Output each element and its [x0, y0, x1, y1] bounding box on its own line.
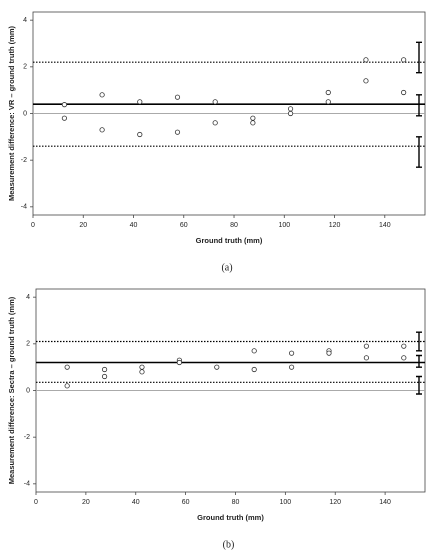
point	[61, 115, 68, 121]
x-tick-label: 120	[329, 499, 341, 506]
x-tick-label: 60	[180, 222, 188, 229]
x-tick-label: 0	[31, 222, 35, 229]
point	[325, 89, 331, 96]
x-tick-label: 100	[278, 222, 290, 229]
point	[137, 99, 143, 105]
point	[61, 102, 68, 108]
point	[212, 120, 218, 126]
point	[139, 369, 145, 375]
x-tick-label: 120	[329, 222, 341, 229]
point	[325, 99, 331, 105]
x-tick-label: 100	[280, 499, 292, 506]
y-tick-label: -2	[21, 157, 27, 164]
confidence-interval	[416, 94, 422, 117]
point	[137, 131, 143, 138]
confidence-interval	[416, 375, 422, 395]
y-axis-label: Measurement difference: Sectra – ground …	[7, 296, 16, 484]
point	[174, 129, 181, 135]
x-tick-label: 0	[34, 499, 38, 506]
point	[99, 92, 105, 98]
confidence-interval	[416, 331, 422, 352]
y-tick-label: 0	[26, 387, 30, 394]
point	[401, 57, 407, 63]
point	[401, 355, 407, 361]
point	[401, 343, 407, 349]
x-tick-label: 20	[79, 222, 87, 229]
x-axis-label: Ground truth (mm)	[196, 236, 263, 245]
x-tick-label: 40	[132, 499, 140, 506]
x-axis-label: Ground truth (mm)	[197, 513, 264, 522]
point	[101, 373, 108, 380]
point	[139, 364, 145, 370]
point	[287, 110, 294, 117]
point	[251, 348, 257, 354]
point	[174, 94, 181, 100]
point	[287, 106, 294, 112]
caption: (b)	[223, 539, 235, 550]
point	[363, 78, 369, 84]
x-tick-label: 60	[182, 499, 190, 506]
y-tick-label: 4	[23, 17, 27, 24]
point	[363, 355, 370, 361]
x-tick-label: 140	[379, 222, 391, 229]
y-tick-label: -4	[21, 204, 27, 211]
point	[214, 364, 220, 370]
point	[101, 366, 108, 373]
point	[363, 57, 369, 63]
point	[64, 364, 70, 370]
x-tick-label: 140	[379, 499, 391, 506]
y-tick-label: 0	[23, 110, 27, 117]
confidence-interval	[416, 136, 422, 168]
point	[251, 366, 257, 373]
point	[288, 364, 295, 370]
y-tick-label: 4	[26, 294, 30, 301]
point	[212, 99, 218, 105]
caption: (a)	[221, 262, 232, 273]
y-tick-label: -4	[24, 481, 30, 488]
x-tick-label: 40	[130, 222, 138, 229]
y-tick-label: 2	[26, 341, 30, 348]
point	[64, 383, 70, 389]
y-tick-label: 2	[23, 64, 27, 71]
x-tick-label: 80	[232, 499, 240, 506]
point	[288, 350, 295, 356]
point	[250, 120, 256, 126]
y-axis-label: Measurement difference: VR – ground trut…	[7, 25, 16, 201]
confidence-interval	[416, 354, 422, 368]
x-tick-label: 20	[82, 499, 90, 506]
point	[326, 350, 332, 356]
point	[363, 343, 370, 349]
confidence-interval	[416, 41, 422, 74]
y-tick-label: -2	[24, 434, 30, 441]
point	[99, 127, 105, 133]
point	[401, 89, 407, 96]
x-tick-label: 80	[230, 222, 238, 229]
point	[250, 115, 256, 121]
point	[176, 359, 182, 366]
